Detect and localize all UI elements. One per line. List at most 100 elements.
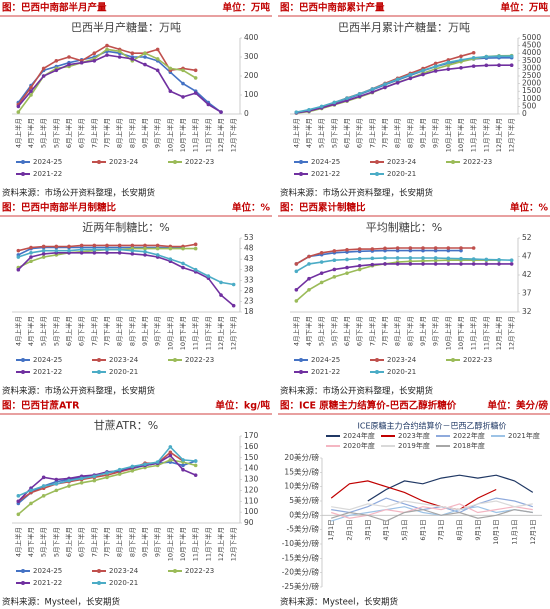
y-tick-label: -25美分/磅	[282, 581, 320, 591]
series-point	[117, 251, 122, 255]
x-tick-label: 4月上半月	[13, 316, 22, 346]
x-tick-label: 6月上半月	[342, 118, 351, 148]
y-tick-label: 500	[522, 101, 537, 110]
series-line	[17, 252, 235, 307]
series-point	[497, 54, 501, 59]
legend-dot	[21, 160, 25, 164]
series-point	[471, 246, 476, 250]
y-tick-label: 42	[522, 270, 532, 279]
series-point	[117, 467, 122, 472]
series-point	[181, 265, 185, 270]
series-point	[16, 512, 21, 517]
series-point	[459, 248, 463, 253]
series-point	[117, 247, 122, 252]
y-tick-label: 200	[244, 71, 259, 80]
legend-dot	[173, 569, 177, 573]
legend-label: 2023年度	[398, 431, 430, 440]
series-point	[16, 494, 21, 498]
series-point	[294, 110, 299, 114]
series-point	[319, 251, 324, 255]
series-point	[168, 246, 173, 251]
x-tick-label: 3月1日	[364, 519, 372, 540]
series-point	[54, 59, 59, 63]
series-point	[193, 76, 198, 80]
series-line	[18, 248, 234, 286]
series-point	[459, 262, 463, 266]
series-point	[484, 63, 489, 68]
panel-header: 图：巴西中南部半月制糖比	[2, 202, 117, 214]
legend-dot	[451, 160, 455, 164]
series-point	[345, 257, 349, 262]
legend-label: 2020年度	[343, 441, 375, 450]
series-point	[155, 253, 160, 257]
y-tick-label: 5美分/磅	[289, 495, 319, 505]
series-point	[446, 60, 451, 65]
legend-label: 2021-22	[33, 579, 62, 587]
x-tick-label: 9月上半月	[418, 118, 427, 148]
series-point	[130, 57, 135, 61]
series-point	[433, 248, 438, 253]
series-point	[421, 262, 425, 266]
x-tick-label: 6月下半月	[77, 316, 86, 346]
series-point	[16, 110, 21, 114]
series-point	[395, 81, 400, 85]
source-note: 资料来源：Mysteel，长安期货	[2, 597, 120, 608]
series-point	[155, 243, 160, 248]
series-point	[105, 47, 109, 52]
x-tick-label: 6月下半月	[77, 527, 86, 557]
legend-label: 2023-24	[387, 158, 417, 166]
series-point	[307, 107, 311, 112]
legend-label: 2023-24	[109, 567, 139, 575]
x-tick-label: 10月上半月	[443, 118, 452, 152]
source-note: 资料来源：市场公开资料整理，长安期货	[280, 188, 434, 199]
series-point	[408, 262, 413, 266]
series-point	[509, 258, 514, 263]
series-point	[307, 288, 311, 292]
series-point	[168, 66, 173, 71]
x-tick-label: 10月下半月	[178, 527, 187, 561]
series-point	[79, 60, 84, 65]
chart-title: 平均制糖比：%	[366, 220, 442, 234]
y-tick-label: 37	[522, 289, 532, 298]
series-point	[41, 494, 46, 498]
series-point	[67, 478, 71, 483]
legend-dot	[299, 358, 303, 362]
series-point	[294, 288, 299, 292]
series-point	[319, 260, 324, 264]
series-point	[105, 475, 109, 480]
series-line	[295, 249, 461, 265]
series-line	[17, 48, 197, 113]
series-point	[67, 248, 71, 253]
legend-label: 2022-23	[185, 356, 214, 364]
series-point	[345, 96, 349, 100]
legend-dot	[375, 370, 379, 374]
legend-dot	[21, 370, 25, 374]
series-point	[357, 263, 362, 268]
series-point	[484, 262, 489, 266]
y-tick-label: 53	[244, 233, 254, 242]
y-tick-label: 3500	[522, 56, 541, 65]
series-point	[181, 246, 185, 251]
series-point	[459, 65, 463, 70]
series-point	[16, 255, 21, 259]
series-point	[16, 104, 21, 109]
x-tick-label: 6月上半月	[64, 316, 73, 346]
x-tick-label: 7月下半月	[380, 316, 389, 346]
series-point	[41, 248, 46, 253]
series-point	[143, 253, 147, 257]
series-point	[294, 262, 299, 266]
series-point	[130, 464, 135, 469]
series-point	[446, 63, 451, 68]
panel-header: 图：巴西累计制糖比	[280, 202, 366, 214]
source-note: 资料来源：市场公开资料整理，长安期货	[2, 386, 156, 397]
legend-label: 2023-24	[109, 158, 139, 166]
series-point	[117, 243, 122, 248]
x-tick-label: 11月上半月	[469, 316, 478, 350]
series-point	[67, 55, 71, 59]
legend-dot	[97, 160, 101, 164]
legend-label: 2022-23	[185, 567, 214, 575]
y-tick-label: 150	[244, 453, 259, 462]
x-tick-label: 12月1日	[529, 519, 537, 544]
y-tick-label: 28	[244, 286, 254, 295]
series-point	[446, 248, 451, 253]
